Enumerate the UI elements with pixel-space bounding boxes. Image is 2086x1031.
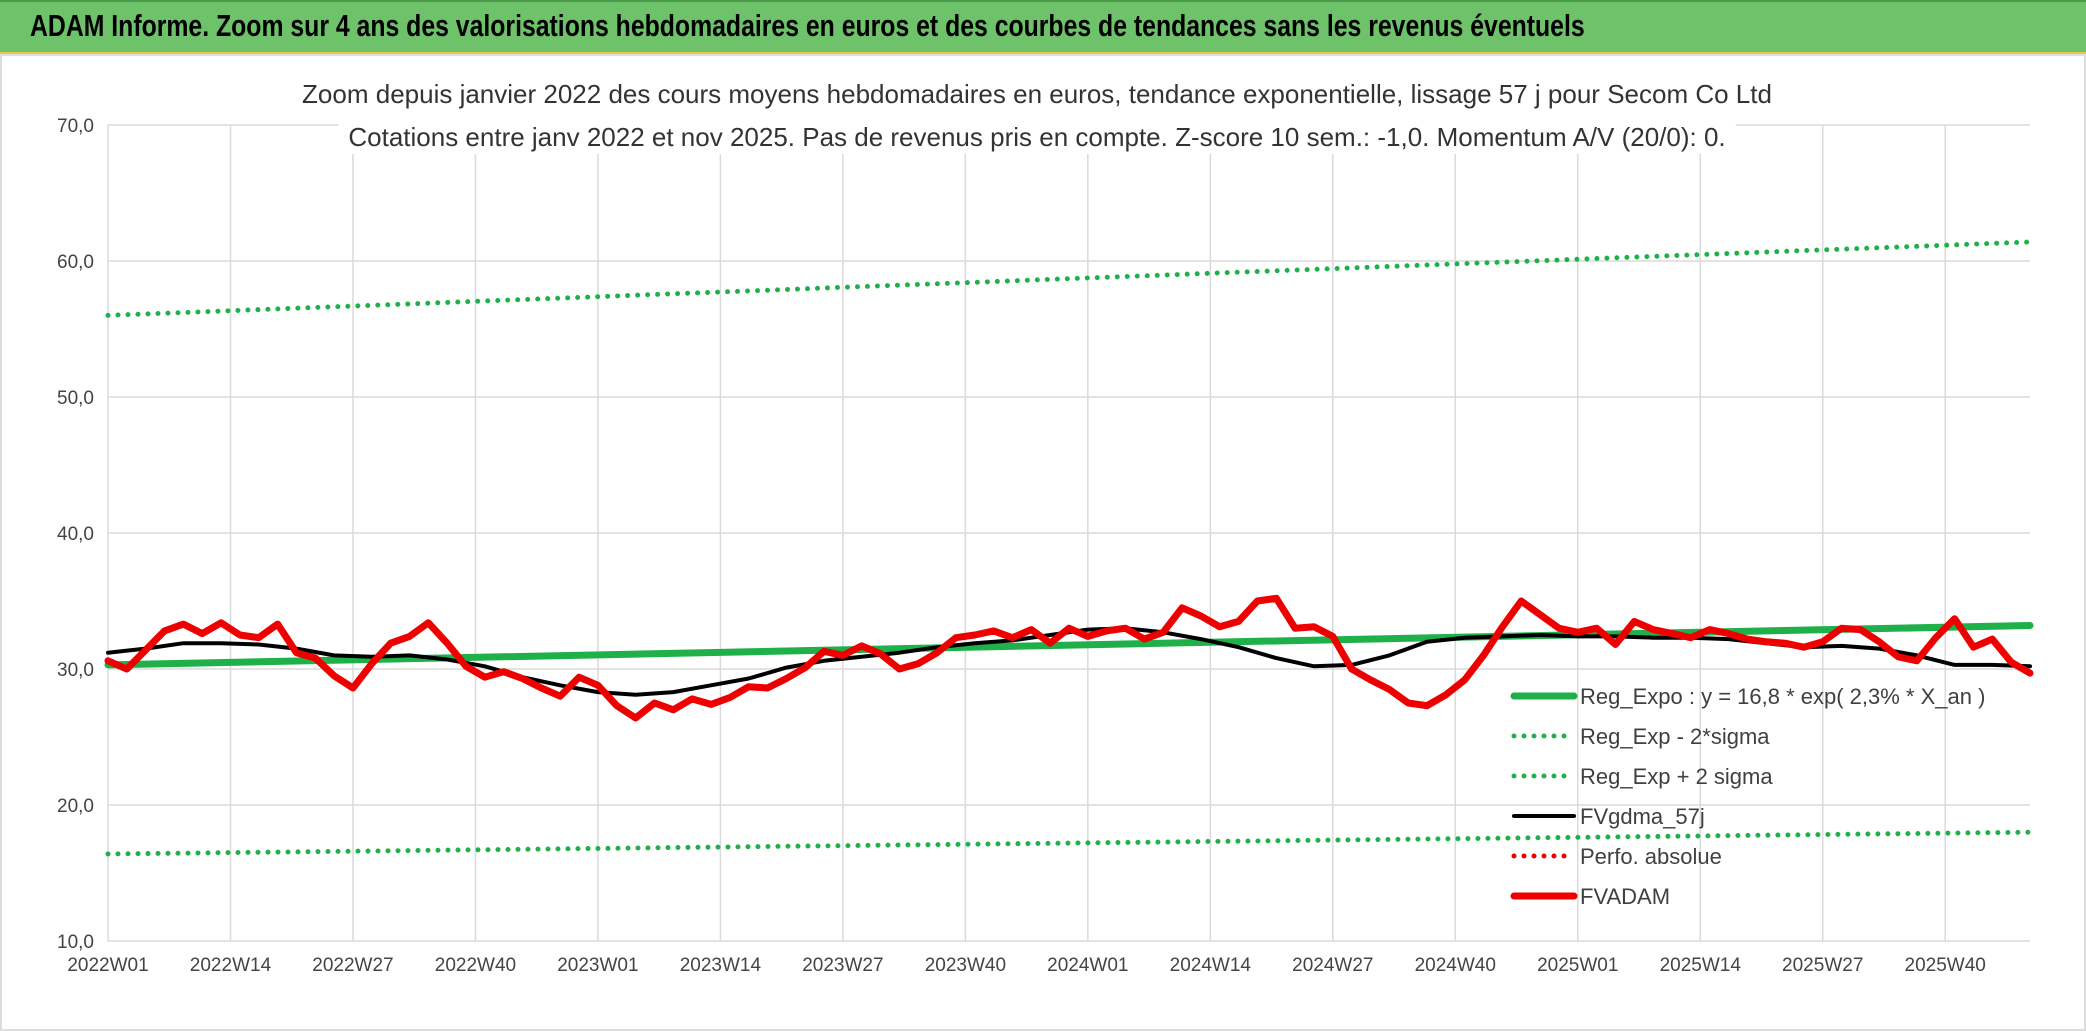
legend-label: Reg_Expo : y = 16,8 * exp( 2,3% * X_an ) bbox=[1580, 684, 1985, 709]
x-tick-label: 2025W01 bbox=[1537, 955, 1618, 976]
x-tick-label: 2022W14 bbox=[190, 955, 272, 976]
y-tick-label: 20,0 bbox=[57, 796, 94, 817]
x-tick-label: 2024W01 bbox=[1047, 955, 1128, 976]
y-tick-label: 30,0 bbox=[57, 660, 94, 681]
y-tick-label: 40,0 bbox=[57, 524, 94, 545]
series-line-fvadam bbox=[104, 594, 2034, 722]
legend-label: Perfo. absolue bbox=[1580, 844, 1722, 869]
report-banner: ADAM Informe. Zoom sur 4 ans des valoris… bbox=[0, 0, 2086, 54]
x-tick-label: 2024W40 bbox=[1415, 955, 1496, 976]
chart-svg: Zoom depuis janvier 2022 des cours moyen… bbox=[57, 77, 2034, 976]
legend-label: Reg_Exp + 2 sigma bbox=[1580, 764, 1773, 789]
series-line-reg-exp-2-sigma bbox=[105, 829, 2033, 857]
chart-title-bg-2 bbox=[338, 120, 1736, 154]
y-tick-label: 10,0 bbox=[57, 932, 94, 953]
series-line-reg-exp-2-sigma bbox=[105, 239, 2033, 318]
y-tick-label: 60,0 bbox=[57, 252, 94, 273]
x-tick-label: 2023W14 bbox=[680, 955, 762, 976]
x-tick-label: 2025W14 bbox=[1660, 955, 1742, 976]
x-tick-label: 2025W27 bbox=[1782, 955, 1863, 976]
x-tick-label: 2022W27 bbox=[312, 955, 393, 976]
x-tick-label: 2022W40 bbox=[435, 955, 516, 976]
y-tick-label: 70,0 bbox=[57, 116, 94, 137]
x-tick-label: 2023W27 bbox=[802, 955, 883, 976]
chart-title-bg-1 bbox=[292, 77, 1782, 111]
x-tick-label: 2024W14 bbox=[1170, 955, 1252, 976]
banner-title: ADAM Informe. Zoom sur 4 ans des valoris… bbox=[30, 8, 1585, 43]
legend: Reg_Expo : y = 16,8 * exp( 2,3% * X_an )… bbox=[1510, 684, 1985, 909]
x-tick-label: 2024W27 bbox=[1292, 955, 1373, 976]
legend-label: FVADAM bbox=[1580, 884, 1670, 909]
series bbox=[104, 239, 2034, 857]
x-tick-label: 2023W01 bbox=[557, 955, 638, 976]
legend-label: FVgdma_57j bbox=[1580, 804, 1705, 829]
chart-frame: Zoom depuis janvier 2022 des cours moyen… bbox=[0, 54, 2086, 1031]
x-tick-label: 2022W01 bbox=[67, 955, 148, 976]
chart-title-line-1: Zoom depuis janvier 2022 des cours moyen… bbox=[302, 79, 1772, 109]
chart-title: Zoom depuis janvier 2022 des cours moyen… bbox=[292, 77, 1782, 154]
legend-label: Reg_Exp - 2*sigma bbox=[1580, 724, 1770, 749]
axes: 10,0 20,0 30,0 40,0 50,0 60,0 70,0 2022W01 2022W… bbox=[57, 116, 1986, 976]
y-tick-label: 50,0 bbox=[57, 388, 94, 409]
grid-lines bbox=[107, 124, 2030, 942]
x-tick-label: 2025W40 bbox=[1905, 955, 1986, 976]
x-tick-label: 2023W40 bbox=[925, 955, 1006, 976]
chart-title-line-2: Cotations entre janv 2022 et nov 2025. P… bbox=[348, 122, 1725, 152]
